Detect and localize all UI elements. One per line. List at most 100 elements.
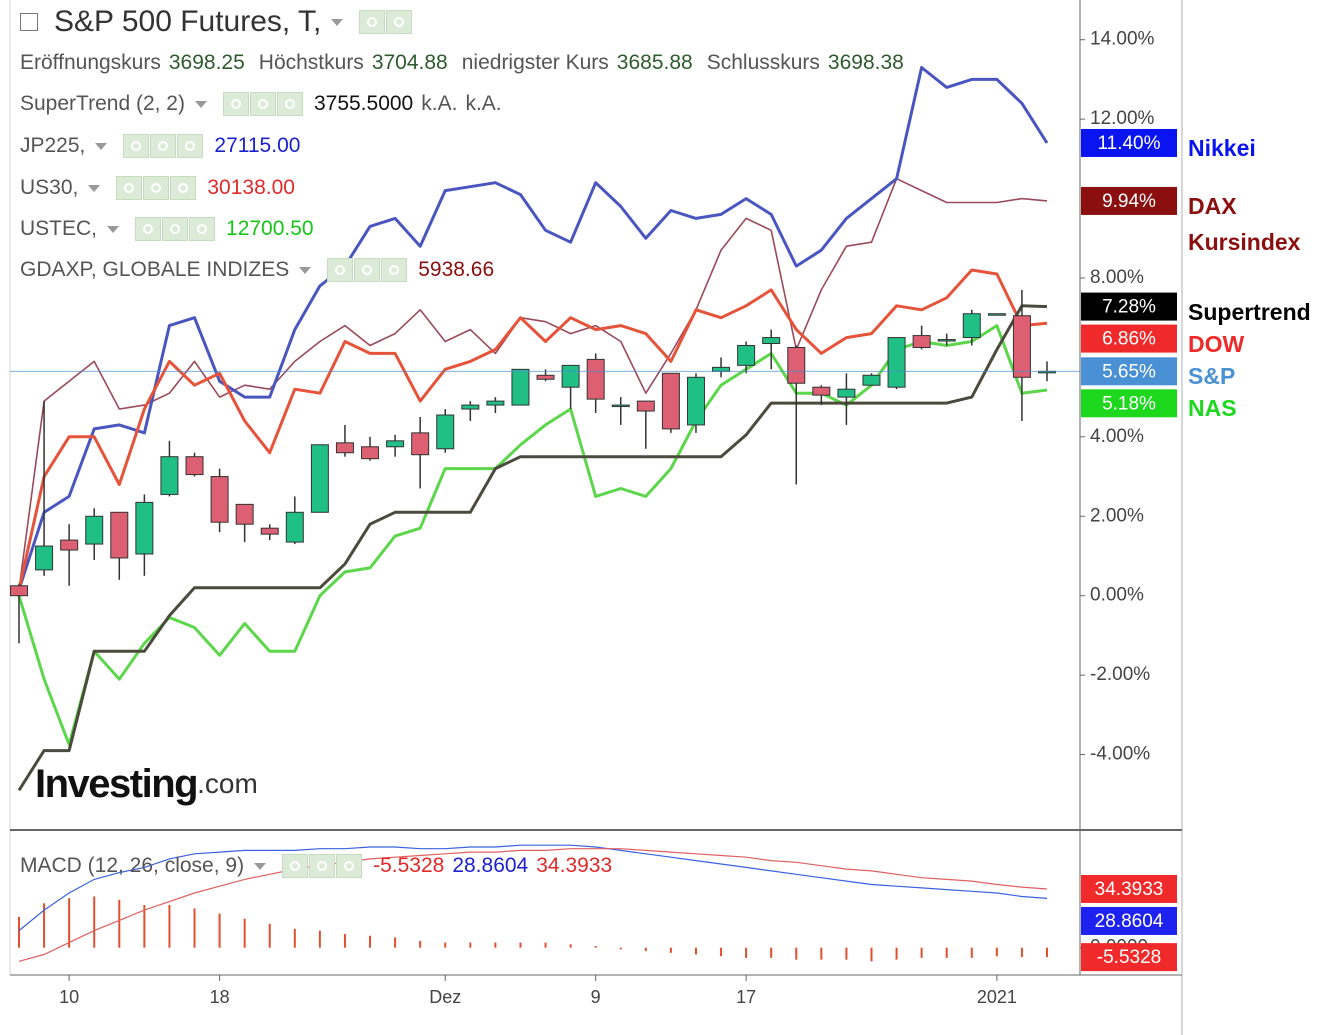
- candle-body: [260, 527, 279, 535]
- candle-body: [486, 400, 505, 406]
- line-series: [18, 844, 1048, 932]
- price-tag: [1081, 943, 1177, 972]
- indicator-row: SuperTrend (2, 2) 3755.5000 k.A. k.A.: [20, 90, 502, 118]
- candle-body: [636, 400, 655, 412]
- dropdown[interactable]: [88, 184, 101, 192]
- eye-icon[interactable]: [327, 258, 354, 282]
- candle-body: [536, 374, 555, 380]
- settings-icon[interactable]: [249, 92, 276, 116]
- candle-body: [210, 476, 229, 523]
- x-tick-label: Dez: [429, 987, 461, 1007]
- candle-body: [912, 335, 931, 348]
- indicator-name: MACD (12, 26, close, 9): [20, 854, 245, 877]
- legend-entry: Nikkei: [1188, 134, 1256, 161]
- ohlc-label: niedrigster Kurs: [461, 51, 609, 74]
- price-tag-label: 6.86%: [1102, 329, 1156, 350]
- dropdown[interactable]: [299, 266, 312, 274]
- ohlc-label: Höchstkurs: [258, 51, 364, 74]
- line-series: [17, 268, 1048, 591]
- candle-body: [310, 444, 329, 513]
- price-tag-label: 34.3933: [1095, 879, 1164, 900]
- remove-icon[interactable]: [189, 217, 216, 241]
- candle-body: [661, 372, 680, 430]
- indicator-value: 5938.66: [418, 258, 495, 281]
- collapse-button[interactable]: [20, 13, 38, 31]
- dropdown[interactable]: [254, 862, 267, 870]
- dropdown[interactable]: [95, 142, 108, 150]
- candle-body: [962, 313, 981, 339]
- remove-icon[interactable]: [381, 258, 408, 282]
- eye-icon[interactable]: [123, 134, 150, 158]
- indicator-row: GDAXP, GLOBALE INDIZES 5938.66: [20, 256, 494, 284]
- indicator-value: 30138.00: [207, 176, 295, 199]
- ohlc-value: 3698.25: [168, 51, 245, 74]
- remove-icon[interactable]: [170, 176, 197, 200]
- price-tag-label: -5.5328: [1097, 947, 1161, 968]
- dropdown[interactable]: [331, 18, 344, 26]
- indicator-value: 34.3933: [536, 854, 613, 877]
- indicator-name: JP225,: [20, 134, 86, 157]
- logo-text: Investing: [35, 762, 197, 806]
- settings-icon[interactable]: [143, 176, 170, 200]
- settings-icon[interactable]: [386, 10, 413, 34]
- candle-body: [686, 376, 705, 426]
- indicator-name: GDAXP, GLOBALE INDIZES: [20, 258, 290, 281]
- eye-icon[interactable]: [135, 217, 162, 241]
- legend-entry: NAS: [1188, 395, 1237, 422]
- candle-body: [436, 414, 455, 450]
- line-series: [18, 848, 1048, 962]
- line-series: [17, 66, 1049, 591]
- candle-body: [285, 511, 304, 543]
- y-tick-label: -4.00%: [1090, 744, 1150, 765]
- y-tick-label: 0.00%: [1090, 585, 1144, 606]
- settings-icon[interactable]: [354, 258, 381, 282]
- eye-icon[interactable]: [282, 854, 309, 878]
- price-tag: [1081, 389, 1177, 418]
- settings-icon[interactable]: [150, 134, 177, 158]
- price-tag: [1081, 186, 1177, 215]
- candle-body: [185, 456, 204, 476]
- x-tick-label: 2021: [977, 987, 1017, 1007]
- line-series: [17, 304, 1048, 792]
- candle-body: [812, 386, 831, 396]
- indicator-value: -5.5328: [373, 854, 445, 877]
- price-tag: [1081, 324, 1177, 353]
- remove-icon[interactable]: [276, 92, 303, 116]
- candle-body: [987, 313, 1006, 316]
- candle-body: [85, 515, 104, 545]
- price-tag-label: 9.94%: [1102, 191, 1156, 212]
- price-tag-label: 5.18%: [1102, 393, 1156, 414]
- legend-entry: Supertrend: [1188, 298, 1311, 325]
- candle-body: [160, 456, 179, 495]
- indicator-value: 28.8604: [452, 854, 529, 877]
- dropdown[interactable]: [194, 100, 207, 108]
- line-series: [18, 177, 1048, 590]
- candle-body: [1012, 315, 1031, 378]
- y-tick-label: -2.00%: [1090, 664, 1150, 685]
- settings-icon[interactable]: [162, 217, 189, 241]
- indicator-row: JP225, 27115.00: [20, 132, 300, 160]
- price-tag: [1081, 874, 1177, 903]
- indicator-value: 3755.5000: [313, 92, 414, 115]
- y-tick-label: 8.00%: [1090, 267, 1144, 288]
- macd-row: MACD (12, 26, close, 9) -5.5328 28.8604 …: [20, 852, 612, 880]
- remove-icon[interactable]: [336, 854, 363, 878]
- price-tag-label: 28.8604: [1095, 911, 1164, 932]
- price-tag-label: 11.40%: [1097, 133, 1160, 154]
- eye-icon[interactable]: [359, 10, 386, 34]
- price-tag: [1081, 906, 1177, 935]
- candle-body: [611, 404, 630, 408]
- x-tick-label: 10: [59, 987, 79, 1007]
- y-tick-label: 2.00%: [1090, 505, 1144, 526]
- indicator-name: SuperTrend (2, 2): [20, 92, 185, 115]
- eye-icon[interactable]: [222, 92, 249, 116]
- remove-icon[interactable]: [177, 134, 204, 158]
- eye-icon[interactable]: [116, 176, 143, 200]
- dropdown[interactable]: [107, 225, 120, 233]
- candle-body: [737, 345, 756, 366]
- settings-icon[interactable]: [309, 854, 336, 878]
- candle-body: [10, 585, 28, 597]
